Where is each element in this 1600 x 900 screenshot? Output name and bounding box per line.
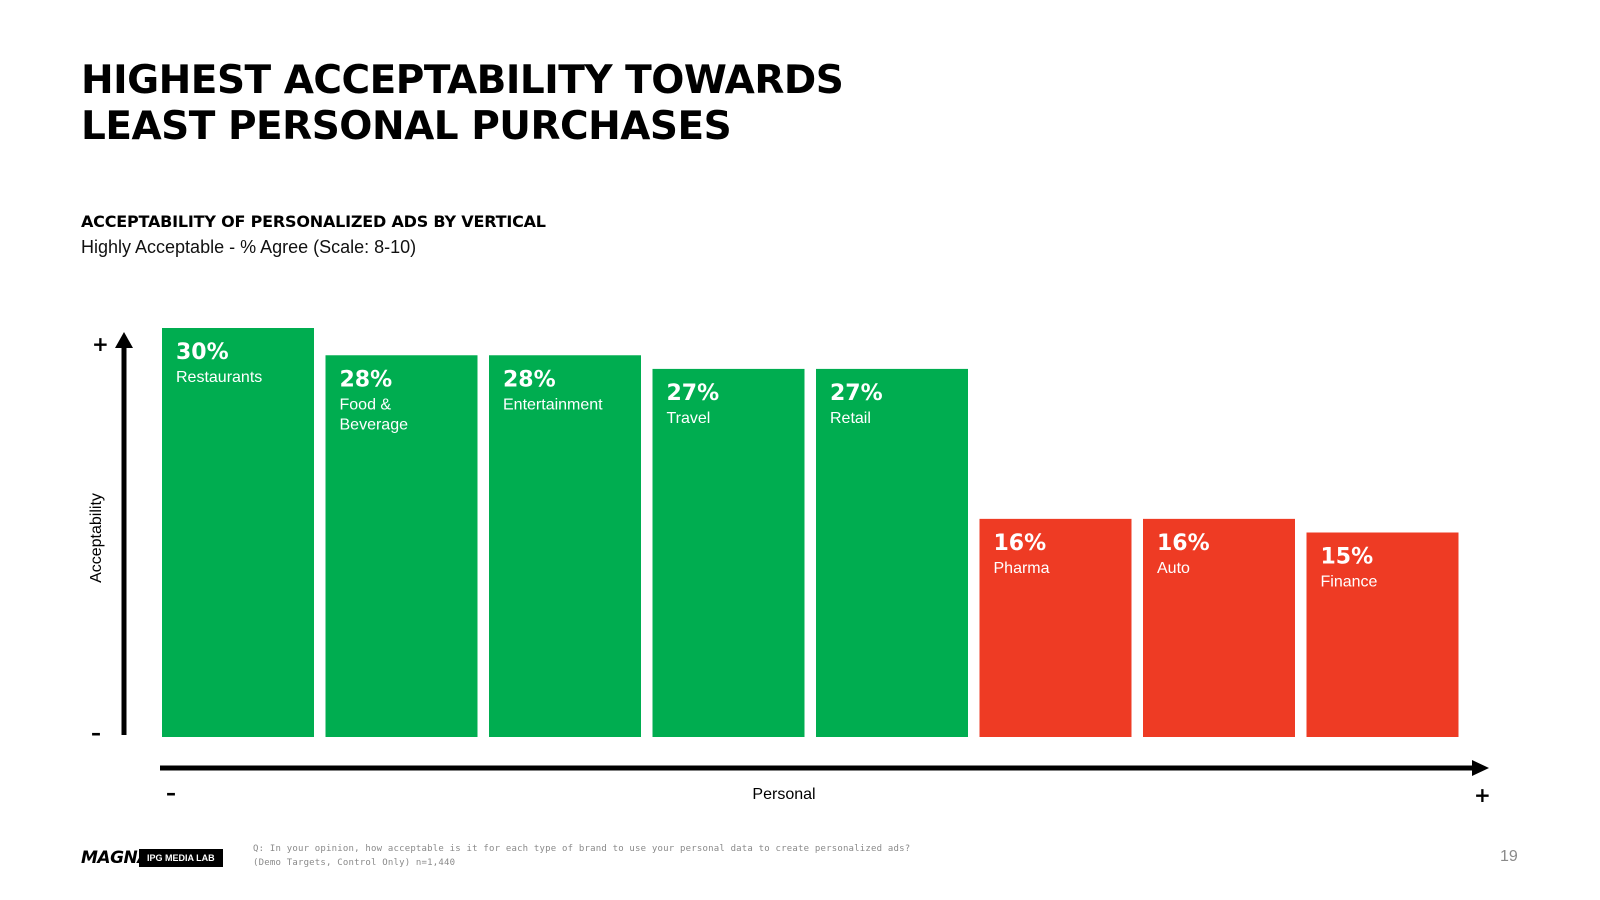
bar-value-label: 27% <box>667 381 720 406</box>
y-axis-minus-sign: – <box>91 721 101 745</box>
bar-value-label: 30% <box>176 340 229 365</box>
x-axis-arrowhead <box>1472 760 1489 776</box>
bar-category-label: Entertainment <box>503 396 603 413</box>
bar-category-label: Auto <box>1157 560 1190 577</box>
x-axis-plus-sign: + <box>1474 783 1491 807</box>
ipg-media-lab-badge: IPG MEDIA LAB <box>139 849 223 867</box>
y-axis-label: Acceptability <box>88 493 105 583</box>
y-axis-plus-sign: + <box>92 332 109 356</box>
bar-retail <box>816 368 968 737</box>
magna-logo: MAGNA <box>81 848 150 868</box>
bar-auto <box>1143 518 1295 737</box>
chart-scale-note: Highly Acceptable - % Agree (Scale: 8-10… <box>81 237 417 257</box>
page-title-line-1: HIGHEST ACCEPTABILITY TOWARDS <box>81 58 844 103</box>
bar-category-label: Restaurants <box>176 369 262 386</box>
bar-restaurants <box>162 328 314 737</box>
bar-value-label: 28% <box>503 367 556 392</box>
bar-entertainment <box>489 355 641 737</box>
x-axis-label: Personal <box>752 786 815 803</box>
sample-note: (Demo Targets, Control Only) n=1,440 <box>253 858 456 868</box>
bar-category-label: Retail <box>830 410 871 427</box>
bar-value-label: 28% <box>340 367 393 392</box>
bar-category-label: Beverage <box>340 416 409 433</box>
bar-value-label: 16% <box>1157 531 1210 556</box>
bar-value-label: 27% <box>830 381 883 406</box>
bar-category-label: Food & <box>340 396 392 413</box>
chart-subtitle: ACCEPTABILITY OF PERSONALIZED ADS BY VER… <box>81 212 546 231</box>
page-title: HIGHEST ACCEPTABILITY TOWARDS LEAST PERS… <box>81 58 981 150</box>
bar-travel <box>652 368 805 737</box>
bar-value-label: 16% <box>994 531 1047 556</box>
bar-food-beverage <box>325 355 478 737</box>
page-number: 19 <box>1500 848 1518 865</box>
survey-question: Q: In your opinion, how acceptable is it… <box>253 844 911 854</box>
bar-category-label: Finance <box>1321 574 1378 591</box>
y-axis-arrowhead <box>115 332 133 348</box>
bar-pharma <box>979 518 1132 737</box>
x-axis-minus-sign: – <box>166 781 176 805</box>
bar-category-label: Pharma <box>994 560 1050 577</box>
footer-source-note: Q: In your opinion, how acceptable is it… <box>253 842 910 870</box>
bar-value-label: 15% <box>1321 545 1374 570</box>
page-title-line-2: LEAST PERSONAL PURCHASES <box>81 104 732 149</box>
bar-category-label: Travel <box>667 410 711 427</box>
bar-finance <box>1306 532 1459 737</box>
